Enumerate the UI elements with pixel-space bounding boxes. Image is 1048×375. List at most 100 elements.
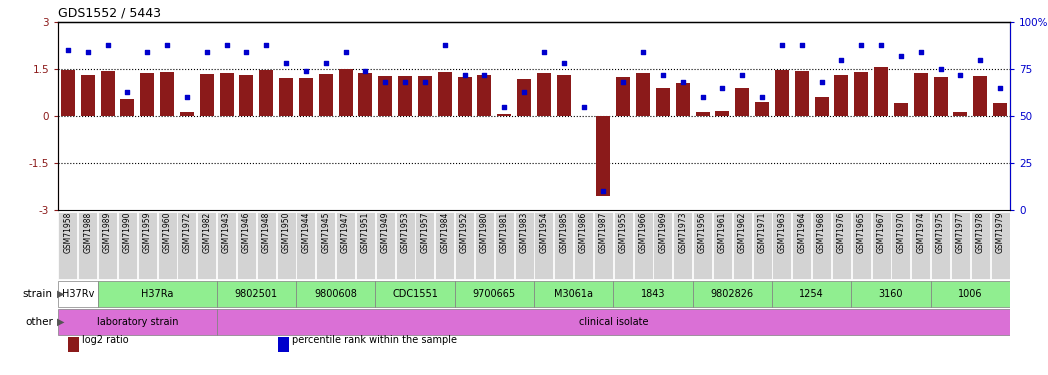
Text: GSM71946: GSM71946 <box>242 211 250 253</box>
Bar <box>59 212 78 279</box>
Point <box>952 72 968 78</box>
Bar <box>455 280 534 308</box>
Text: GSM71963: GSM71963 <box>778 211 786 253</box>
Point <box>991 85 1008 91</box>
Bar <box>693 280 772 308</box>
Text: GSM71989: GSM71989 <box>103 211 112 253</box>
Point <box>734 72 750 78</box>
Bar <box>358 73 372 116</box>
Text: GSM71955: GSM71955 <box>618 211 628 253</box>
Bar <box>58 280 97 308</box>
Text: 3160: 3160 <box>879 289 903 299</box>
Text: GSM71968: GSM71968 <box>817 211 826 253</box>
Point <box>100 42 116 48</box>
Bar <box>951 212 970 279</box>
Text: GSM71943: GSM71943 <box>222 211 231 253</box>
Point <box>416 79 433 85</box>
Text: GSM71972: GSM71972 <box>182 211 192 253</box>
Bar <box>556 75 571 116</box>
Point <box>298 68 314 74</box>
Bar <box>418 76 432 116</box>
Text: log2 ratio: log2 ratio <box>82 335 129 345</box>
Point <box>119 88 136 94</box>
Point <box>536 49 552 55</box>
Bar <box>554 212 573 279</box>
Bar <box>237 212 256 279</box>
Bar <box>931 280 1010 308</box>
Bar <box>157 212 177 279</box>
Point <box>357 68 374 74</box>
Text: GSM71970: GSM71970 <box>896 211 905 253</box>
Point <box>476 72 493 78</box>
Bar <box>279 78 293 116</box>
Bar <box>596 116 610 196</box>
Text: GSM71947: GSM71947 <box>341 211 350 253</box>
Text: laboratory strain: laboratory strain <box>96 317 178 327</box>
Text: GSM71960: GSM71960 <box>162 211 172 253</box>
Bar <box>97 280 217 308</box>
Bar <box>733 212 751 279</box>
Text: GSM71962: GSM71962 <box>738 211 747 253</box>
Point <box>337 49 354 55</box>
Point <box>80 49 96 55</box>
Bar <box>140 73 154 116</box>
Bar <box>81 75 94 116</box>
Point <box>853 42 870 48</box>
Bar <box>217 212 236 279</box>
Bar <box>376 212 395 279</box>
Point <box>893 53 910 59</box>
Point <box>516 88 532 94</box>
Text: strain: strain <box>23 289 52 299</box>
Point <box>456 72 473 78</box>
Bar <box>537 73 551 116</box>
Bar <box>435 212 454 279</box>
Text: clinical isolate: clinical isolate <box>578 317 648 327</box>
Bar <box>101 70 114 116</box>
Bar <box>200 74 214 116</box>
Bar <box>954 112 967 116</box>
Bar <box>458 77 472 116</box>
Bar <box>914 73 927 116</box>
Bar <box>398 76 412 116</box>
Bar <box>99 212 117 279</box>
Point <box>694 94 711 100</box>
Bar <box>297 212 315 279</box>
Text: GDS1552 / 5443: GDS1552 / 5443 <box>58 6 161 19</box>
Text: H37Rv: H37Rv <box>62 289 94 299</box>
Point <box>178 94 195 100</box>
Bar <box>874 68 888 116</box>
Text: GSM71956: GSM71956 <box>698 211 707 253</box>
Text: 9800608: 9800608 <box>314 289 357 299</box>
Bar <box>197 212 216 279</box>
Bar <box>455 212 474 279</box>
Bar <box>257 212 276 279</box>
Text: 9700665: 9700665 <box>473 289 516 299</box>
Bar <box>475 212 494 279</box>
Text: GSM71988: GSM71988 <box>83 211 92 253</box>
Bar <box>653 212 673 279</box>
Bar <box>970 212 989 279</box>
Text: GSM71979: GSM71979 <box>996 211 1005 253</box>
Bar <box>517 79 531 116</box>
Point <box>218 42 235 48</box>
Text: GSM71982: GSM71982 <box>202 211 212 253</box>
Text: GSM71977: GSM71977 <box>956 211 965 253</box>
Text: GSM71974: GSM71974 <box>916 211 925 253</box>
Bar <box>217 309 1010 336</box>
Text: GSM71958: GSM71958 <box>64 211 72 253</box>
Text: GSM71954: GSM71954 <box>540 211 548 253</box>
Bar <box>934 77 947 116</box>
Point <box>377 79 394 85</box>
Bar <box>495 212 514 279</box>
Bar <box>854 72 868 116</box>
Bar <box>240 75 254 116</box>
Bar <box>58 309 217 336</box>
Text: GSM71975: GSM71975 <box>936 211 945 253</box>
Bar <box>296 280 375 308</box>
Point <box>971 57 988 63</box>
Bar <box>220 73 234 116</box>
Text: GSM71978: GSM71978 <box>976 211 985 253</box>
Bar <box>319 74 332 116</box>
Point <box>813 79 830 85</box>
Text: 1254: 1254 <box>800 289 824 299</box>
